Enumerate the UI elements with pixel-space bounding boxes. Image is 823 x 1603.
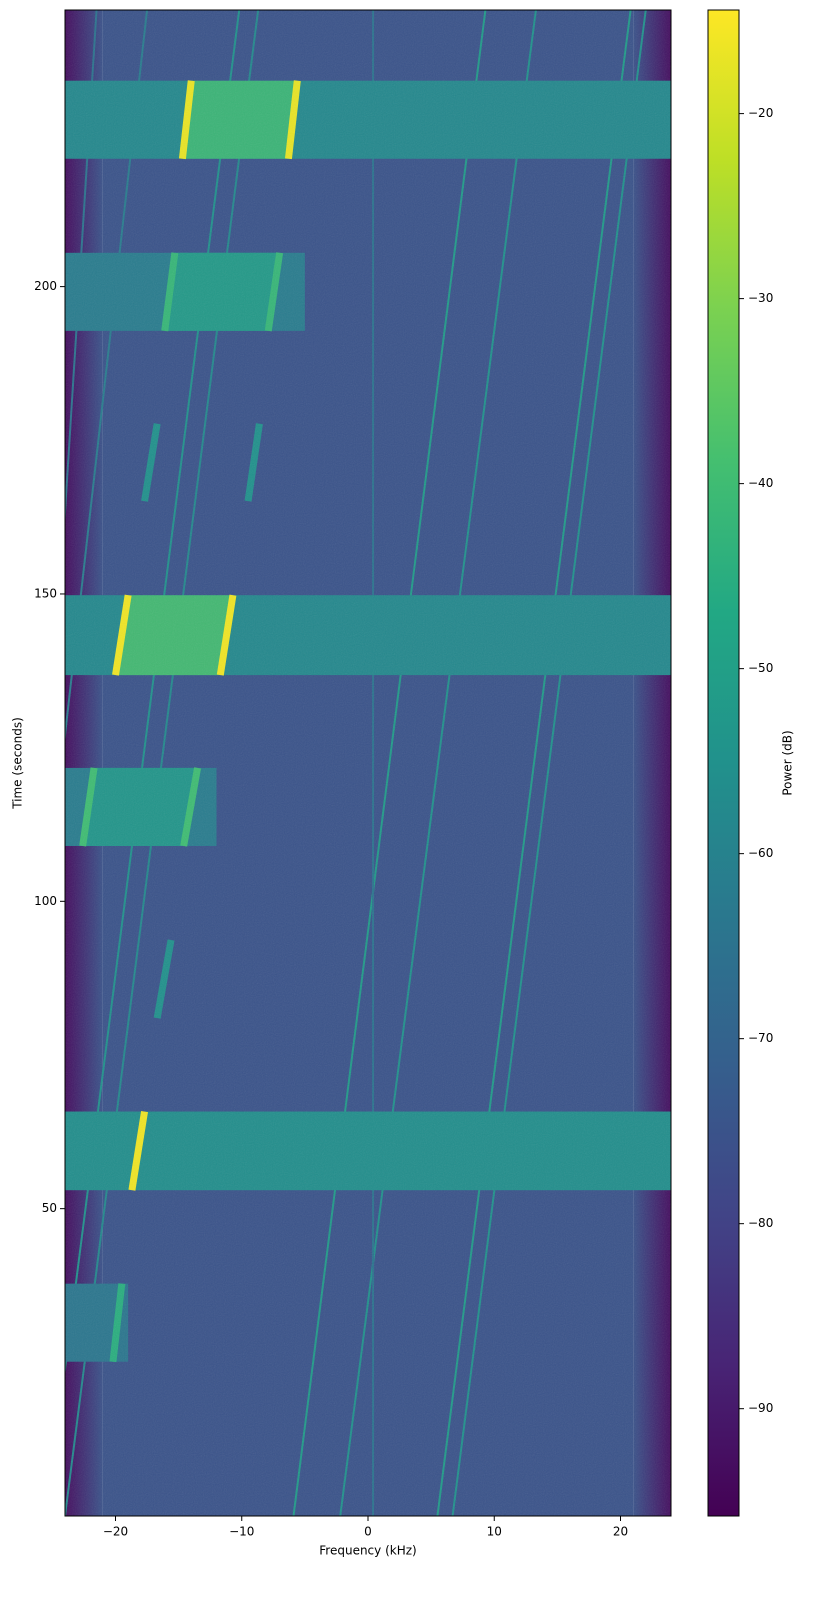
noise-texture	[65, 10, 671, 1516]
y-tick-label: 50	[42, 1201, 57, 1215]
colorbar-tick-label: −20	[748, 106, 773, 120]
plot-area	[65, 10, 671, 1516]
y-tick-label: 150	[34, 586, 57, 600]
x-tick-label: −10	[229, 1525, 254, 1539]
x-tick-label: 10	[487, 1525, 502, 1539]
colorbar-tick-label: −30	[748, 291, 773, 305]
y-tick-label: 200	[34, 279, 57, 293]
x-tick-label: 0	[364, 1525, 372, 1539]
x-tick-label: −20	[103, 1525, 128, 1539]
colorbar-tick-label: −80	[748, 1216, 773, 1230]
x-tick-label: 20	[613, 1525, 628, 1539]
x-axis-label: Frequency (kHz)	[319, 1544, 416, 1558]
colorbar-label: Power (dB)	[781, 730, 795, 795]
colorbar-tick-label: −60	[748, 846, 773, 860]
colorbar-tick-label: −50	[748, 661, 773, 675]
colorbar-tick-label: −40	[748, 476, 773, 490]
colorbar	[707, 9, 740, 1517]
y-tick-label: 100	[34, 894, 57, 908]
colorbar-tick-label: −70	[748, 1031, 773, 1045]
y-axis-label: Time (seconds)	[11, 717, 25, 810]
colorbar-tick-label: −90	[748, 1401, 773, 1415]
